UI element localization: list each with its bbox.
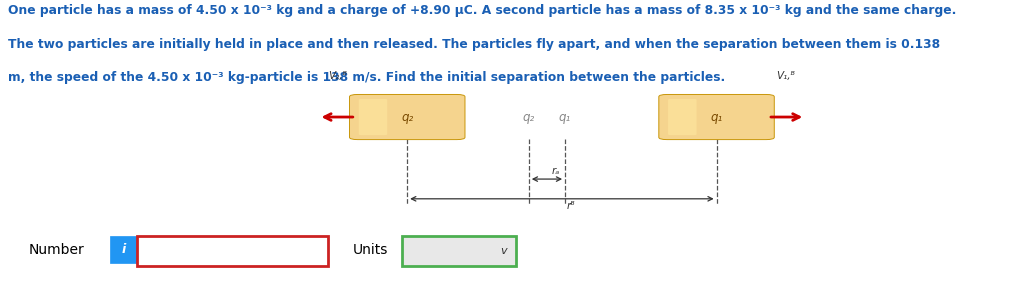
FancyBboxPatch shape [359, 99, 388, 135]
Text: q₂: q₂ [401, 111, 413, 124]
FancyBboxPatch shape [659, 94, 774, 140]
FancyBboxPatch shape [668, 99, 697, 135]
Text: Number: Number [29, 243, 85, 257]
Text: V₂,ᴮ: V₂,ᴮ [329, 71, 347, 81]
FancyBboxPatch shape [402, 236, 516, 266]
Text: i: i [122, 243, 126, 256]
Text: q₂: q₂ [523, 111, 535, 124]
Text: v: v [500, 246, 506, 256]
Text: m, the speed of the 4.50 x 10⁻³ kg-particle is 138 m/s. Find the initial separat: m, the speed of the 4.50 x 10⁻³ kg-parti… [8, 71, 726, 84]
Text: q₁: q₁ [710, 111, 723, 124]
FancyBboxPatch shape [137, 236, 328, 266]
Text: q₁: q₁ [559, 111, 571, 124]
FancyBboxPatch shape [110, 236, 137, 263]
Text: One particle has a mass of 4.50 x 10⁻³ kg and a charge of +8.90 μC. A second par: One particle has a mass of 4.50 x 10⁻³ k… [8, 4, 957, 17]
Text: V₁,ᴮ: V₁,ᴮ [776, 71, 795, 81]
Text: rᴮ: rᴮ [567, 201, 575, 211]
Text: rₐ: rₐ [553, 166, 561, 176]
FancyBboxPatch shape [350, 94, 465, 140]
Text: Units: Units [353, 243, 388, 257]
Text: The two particles are initially held in place and then released. The particles f: The two particles are initially held in … [8, 38, 940, 50]
